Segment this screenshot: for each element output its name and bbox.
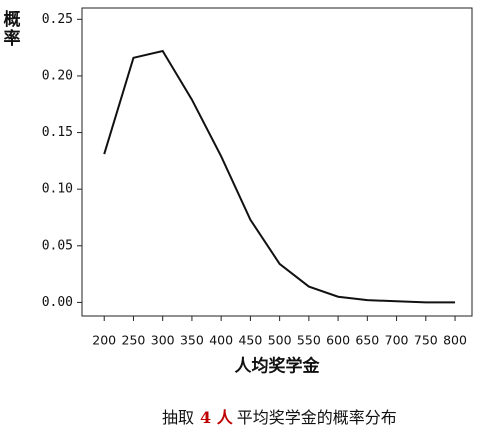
x-tick-label: 400 bbox=[209, 333, 233, 348]
x-tick-label: 600 bbox=[326, 333, 350, 348]
line bbox=[103, 49, 456, 304]
x-tick-label: 750 bbox=[414, 333, 438, 348]
x-tick-label: 500 bbox=[268, 333, 292, 348]
caption: 抽取 4 人平均奖学金的概率分布 bbox=[162, 408, 397, 427]
caption-highlight: 4 人 bbox=[200, 408, 234, 427]
y-tick-label: 0.10 bbox=[42, 182, 73, 197]
x-tick-label: 550 bbox=[297, 333, 321, 348]
y-axis-label: 概率 bbox=[4, 9, 21, 49]
y-tick-label: 0.05 bbox=[42, 238, 73, 253]
plot-frame bbox=[81, 7, 473, 317]
x-tick-label: 200 bbox=[92, 333, 116, 348]
x-tick-label: 350 bbox=[180, 333, 204, 348]
y-tick-label: 0.15 bbox=[42, 125, 73, 140]
x-tick-label: 450 bbox=[238, 333, 262, 348]
x-tick-label: 650 bbox=[355, 333, 379, 348]
y-tick-label: 0.25 bbox=[42, 12, 73, 27]
caption-part: 平均奖学金的概率分布 bbox=[237, 408, 397, 427]
x-tick-label: 800 bbox=[443, 333, 467, 348]
caption-part: 抽取 bbox=[162, 408, 194, 427]
x-tick-label: 700 bbox=[385, 333, 409, 348]
y-tick-label: 0.20 bbox=[42, 68, 73, 83]
x-tick-label: 300 bbox=[151, 333, 175, 348]
y-tick-label: 0.00 bbox=[42, 295, 73, 310]
x-axis-label: 人均奖学金 bbox=[235, 356, 321, 377]
x-tick-label: 250 bbox=[122, 333, 146, 348]
